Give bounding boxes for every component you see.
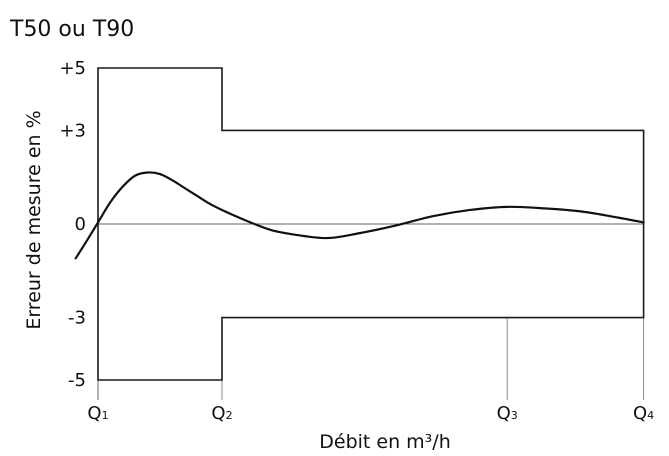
- x-tick-label-q1: Q1: [87, 403, 108, 424]
- error-limit-envelope: [97, 67, 645, 381]
- x-tick-main: Q: [633, 403, 647, 424]
- x-tick-main: Q: [497, 403, 511, 424]
- x-axis-label: Débit en m³/h: [319, 431, 451, 453]
- x-tick-label-q2: Q2: [211, 403, 232, 424]
- y-tick-label: -3: [68, 308, 86, 329]
- y-tick-label: +3: [59, 120, 86, 141]
- error-curve-path: [74, 171, 645, 260]
- y-tick-label: +5: [59, 58, 86, 79]
- x-tick-main: Q: [211, 403, 225, 424]
- error-limits: [97, 67, 645, 381]
- x-tick-main: Q: [87, 403, 101, 424]
- error-curve: [74, 171, 645, 260]
- x-tick-subscript: 3: [511, 409, 518, 422]
- y-tick-label: -5: [68, 370, 86, 391]
- y-tick-label: 0: [75, 214, 86, 235]
- x-tick-subscript: 1: [102, 409, 109, 422]
- x-tick-label-q3: Q3: [497, 403, 518, 424]
- y-tick-labels: +5 +3 0 -3 -5: [59, 58, 86, 391]
- flow-markers: [221, 317, 645, 400]
- x-tick-label-q4: Q4: [633, 403, 654, 424]
- x-tick-labels: Q1 Q2 Q3 Q4: [87, 403, 654, 424]
- chart-title: T50 ou T90: [9, 17, 134, 42]
- x-tick-subscript: 4: [647, 409, 654, 422]
- y-axis-label: Erreur de mesure en %: [23, 110, 45, 329]
- x-tick-subscript: 2: [226, 409, 233, 422]
